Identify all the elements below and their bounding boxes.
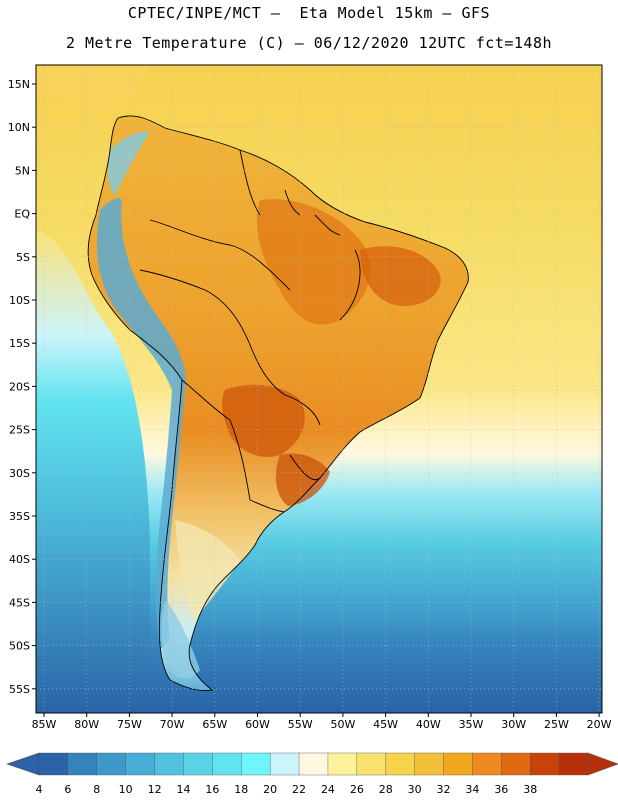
lat-label: 15S: [9, 337, 30, 350]
colorbar-max-arrow: [587, 752, 618, 776]
colorbar-swatch: [298, 752, 329, 776]
lon-label: 25W: [544, 718, 569, 731]
lat-label: 5S: [16, 251, 30, 264]
lon-label: 85W: [32, 718, 57, 731]
colorbar-tick-label: 32: [437, 783, 451, 796]
lat-label: 15N: [8, 78, 30, 91]
colorbar-tick-label: 4: [36, 783, 43, 796]
lat-label: 10S: [9, 294, 30, 307]
colorbar-labels: 4 6 8 10 12 14 16 18 20 22 24 26 28 30 32 34 36 38: [36, 783, 538, 796]
colorbar: [6, 752, 618, 776]
colorbar-swatch: [212, 752, 242, 776]
map-subtitle: 2 Metre Temperature (C) – 06/12/2020 12U…: [65, 34, 553, 52]
lat-label: 45S: [9, 596, 30, 609]
lat-label: 50S: [9, 640, 30, 653]
colorbar-tick-label: 24: [321, 783, 335, 796]
colorbar-swatch: [125, 752, 156, 776]
lon-label: 30W: [501, 718, 526, 731]
colorbar-swatch: [385, 752, 416, 776]
colorbar-tick-label: 34: [465, 783, 479, 796]
colorbar-tick-label: 14: [176, 783, 190, 796]
colorbar-swatch: [356, 752, 387, 776]
colorbar-swatch: [183, 752, 213, 776]
colorbar-min-arrow: [6, 752, 40, 776]
colorbar-tick-label: 16: [205, 783, 219, 796]
colorbar-swatch: [96, 752, 127, 776]
country-borders: [87, 115, 469, 691]
colorbar-tick-label: 18: [234, 783, 248, 796]
lon-label: 60W: [245, 718, 270, 731]
colorbar-swatch: [241, 752, 271, 776]
colorbar-swatch: [327, 752, 358, 776]
colorbar-tick-label: 36: [494, 783, 508, 796]
lon-label: 50W: [330, 718, 355, 731]
colorbar-swatch: [414, 752, 445, 776]
lon-label: 55W: [288, 718, 313, 731]
map-frame: [35, 64, 603, 714]
lon-label: 35W: [459, 718, 484, 731]
colorbar-tick-label: 20: [263, 783, 277, 796]
colorbar-tick-label: 28: [379, 783, 393, 796]
colorbar-swatch: [530, 752, 560, 776]
lat-label: 30S: [9, 467, 30, 480]
longitude-labels: 85W 80W 75W 70W 65W 60W 55W 50W 45W 40W 35W 30W 25W 2…: [32, 713, 612, 731]
colorbar-swatch: [67, 752, 98, 776]
lon-label: 45W: [373, 718, 398, 731]
lon-label: 75W: [117, 718, 142, 731]
lat-label: 20S: [9, 380, 30, 393]
colorbar-tick-label: 22: [292, 783, 306, 796]
lon-label: 80W: [74, 718, 99, 731]
colorbar-tick-label: 30: [408, 783, 422, 796]
lat-label: EQ: [14, 208, 30, 221]
lat-label: 5N: [15, 164, 30, 177]
colorbar-swatch: [472, 752, 502, 776]
colorbar-swatch: [501, 752, 531, 776]
lon-label: 20W: [587, 718, 612, 731]
colorbar-tick-label: 26: [350, 783, 364, 796]
colorbar-swatch: [38, 752, 69, 776]
lon-label: 65W: [202, 718, 227, 731]
lat-label: 25S: [9, 424, 30, 437]
lat-label: 35S: [9, 510, 30, 523]
colorbar-tick-label: 10: [119, 783, 133, 796]
colorbar-swatch: [443, 752, 473, 776]
colorbar-swatch: [558, 752, 589, 776]
lon-label: 70W: [160, 718, 185, 731]
colorbar-swatch: [269, 752, 300, 776]
colorbar-tick-label: 12: [148, 783, 162, 796]
colorbar-tick-label: 38: [523, 783, 537, 796]
pacific-field: [36, 230, 150, 713]
latitude-labels: 15N 10N 5N EQ 5S 10S 15S 20S 25S 30S 35S 40S 45S 50S 5…: [8, 78, 36, 696]
plot-area: [36, 65, 602, 713]
map-title: CPTEC/INPE/MCT – Eta Model 15km – GFS: [127, 4, 491, 22]
lat-label: 10N: [8, 121, 30, 134]
lat-label: 40S: [9, 553, 30, 566]
colorbar-swatch: [154, 752, 184, 776]
graticule: [36, 65, 602, 713]
colorbar-tick-label: 6: [64, 783, 71, 796]
lon-label: 40W: [416, 718, 441, 731]
lat-label: 55S: [9, 683, 30, 696]
colorbar-tick-label: 8: [93, 783, 100, 796]
